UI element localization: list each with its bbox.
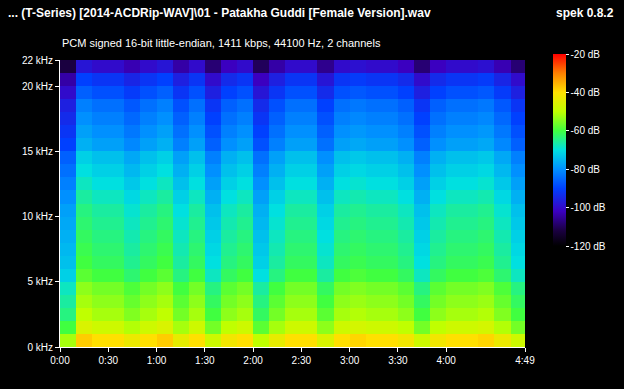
- svg-text:5 kHz: 5 kHz: [27, 276, 53, 287]
- svg-text:4:49: 4:49: [515, 355, 535, 366]
- svg-text:PCM signed 16-bit little-endia: PCM signed 16-bit little-endian, 1411 kb…: [62, 37, 381, 49]
- svg-text:20 kHz: 20 kHz: [22, 81, 53, 92]
- svg-text:15 kHz: 15 kHz: [22, 146, 53, 157]
- svg-text:22 kHz: 22 kHz: [22, 55, 53, 66]
- svg-text:1:30: 1:30: [195, 355, 215, 366]
- svg-text:0 kHz: 0 kHz: [27, 342, 53, 353]
- svg-text:spek 0.8.2: spek 0.8.2: [556, 6, 614, 20]
- svg-text:-120 dB: -120 dB: [571, 241, 606, 252]
- svg-text:... (T-Series) [2014-ACDRip-WA: ... (T-Series) [2014-ACDRip-WAV]\01 - Pa…: [8, 6, 431, 20]
- svg-text:-20 dB: -20 dB: [571, 49, 601, 60]
- svg-text:-60 dB: -60 dB: [571, 125, 601, 136]
- svg-text:2:00: 2:00: [243, 355, 263, 366]
- svg-text:2:30: 2:30: [292, 355, 312, 366]
- svg-text:4:00: 4:00: [436, 355, 456, 366]
- svg-text:-100 dB: -100 dB: [571, 202, 606, 213]
- svg-text:0:00: 0:00: [50, 355, 70, 366]
- svg-text:0:30: 0:30: [99, 355, 119, 366]
- svg-text:3:00: 3:00: [340, 355, 360, 366]
- svg-text:-80 dB: -80 dB: [571, 164, 601, 175]
- svg-text:1:00: 1:00: [147, 355, 167, 366]
- svg-text:10 kHz: 10 kHz: [22, 211, 53, 222]
- svg-text:3:30: 3:30: [388, 355, 408, 366]
- svg-text:-40 dB: -40 dB: [571, 87, 601, 98]
